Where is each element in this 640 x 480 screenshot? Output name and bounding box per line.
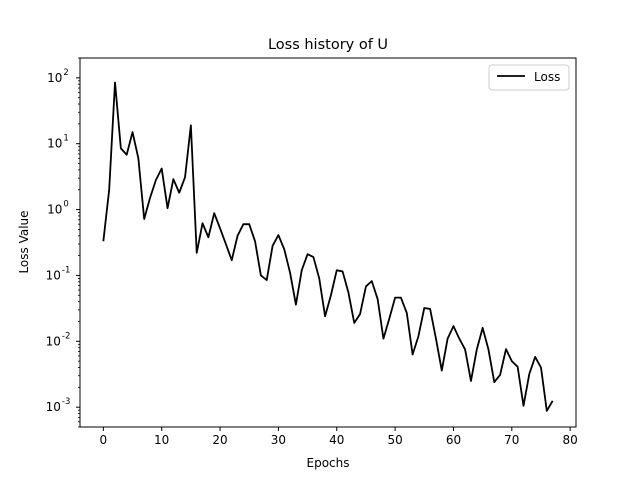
legend-label-loss: Loss <box>534 70 560 84</box>
plot-layer <box>102 81 554 412</box>
x-tick-label: 20 <box>212 433 227 447</box>
chart-title: Loss history of U <box>268 37 388 53</box>
plot-area <box>80 58 576 427</box>
x-tick-label: 80 <box>563 433 578 447</box>
x-tick-label: 0 <box>100 433 108 447</box>
y-axis: 10-3 10-2 10-1 100 101 102 <box>46 57 80 428</box>
x-tick-label: 60 <box>446 433 461 447</box>
x-tick-label: 10 <box>154 433 169 447</box>
x-tick-label: 40 <box>329 433 344 447</box>
y-tick-label: 10-3 <box>46 397 71 414</box>
y-axis-label: Loss Value <box>17 210 31 273</box>
x-axis: 0 10 20 30 40 50 60 70 80 <box>100 427 578 447</box>
y-tick-label: 100 <box>47 200 69 217</box>
x-tick-label: 70 <box>504 433 519 447</box>
legend-box <box>488 64 570 91</box>
y-tick-label: 101 <box>47 134 69 151</box>
plot-frame <box>79 57 577 428</box>
y-tick-label: 10-2 <box>46 331 71 348</box>
series-line-loss <box>102 81 554 412</box>
legend: Loss <box>488 64 570 91</box>
x-tick-label: 50 <box>387 433 402 447</box>
y-tick-label: 10-1 <box>46 265 71 282</box>
x-tick-label: 30 <box>271 433 286 447</box>
x-axis-label: Epochs <box>307 456 350 470</box>
y-tick-label: 102 <box>47 68 69 85</box>
